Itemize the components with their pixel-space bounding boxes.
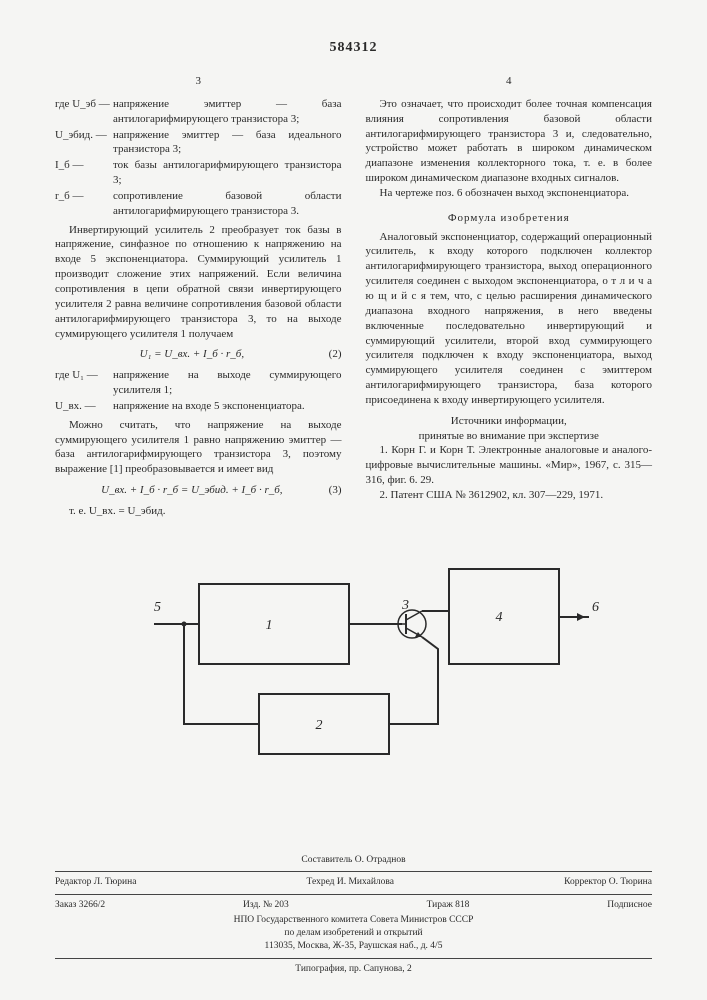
where-desc: сопротивление базовой области антилогари… — [113, 189, 342, 219]
svg-text:4: 4 — [495, 610, 502, 625]
footer-compiler: Составитель О. Отраднов — [55, 854, 652, 867]
where-symbol: где U₁ — — [55, 368, 113, 398]
right-column: 4 Это означает, что происходит более точ… — [366, 74, 653, 519]
equation-3: U_вх. + I_б · r_б = U_эбид. + I_б · r_б,… — [55, 483, 342, 498]
where-desc: напряжение на выходе суммирующего усилит… — [113, 368, 342, 398]
where-desc: напряжение на входе 5 экспоненциатора. — [113, 399, 342, 414]
col-num-left: 3 — [55, 74, 342, 89]
where-symbol: r_б — — [55, 189, 113, 219]
claim-text: Аналоговый экспоненциатор, содержащий оп… — [366, 230, 653, 408]
claims-title: Формула изобретения — [366, 211, 653, 226]
svg-text:3: 3 — [401, 598, 409, 613]
para-r1: Это означает, что происходит более точна… — [366, 97, 653, 186]
para-l3: т. е. U_вх. = U_эбид. — [55, 504, 342, 519]
col-num-right: 4 — [366, 74, 653, 89]
svg-text:2: 2 — [315, 718, 322, 733]
where-symbol: U_вх. — — [55, 399, 113, 414]
eq3-text: U_вх. + I_б · r_б = U_эбид. + I_б · r_б, — [101, 484, 282, 496]
sources-title: Источники информации, принятые во вниман… — [366, 414, 653, 444]
where-symbol: где U_эб — — [55, 97, 113, 127]
eq2-num: (2) — [329, 347, 342, 362]
left-column: 3 где U_эб —напряжение эмиттер — база ан… — [55, 74, 342, 519]
footer-addr: 113035, Москва, Ж-35, Раушская наб., д. … — [55, 940, 652, 953]
where-item: U_вх. —напряжение на входе 5 экспоненциа… — [55, 399, 342, 414]
where-desc: напряжение эмиттер — база антилогарифмир… — [113, 97, 342, 127]
source-1: 1. Корн Г. и Корн Т. Электронные аналого… — [366, 443, 653, 488]
footer-org2: по делам изобретений и открытий — [55, 927, 652, 940]
footer-order: Заказ 3266/2 — [55, 899, 105, 912]
para-l2: Можно считать, что напряжение на выходе … — [55, 418, 342, 477]
eq3-num: (3) — [329, 483, 342, 498]
footer-sub: Подписное — [607, 899, 652, 912]
footer-corrector: Корректор О. Тюрина — [564, 876, 652, 889]
diagram-svg: 1 2 4 3 5 6 — [144, 549, 604, 809]
eq2-text: U₁ = U_вх. + I_б · r_б, — [140, 348, 244, 360]
where-block-2: где U₁ —напряжение на выходе суммирующег… — [55, 368, 342, 414]
para-r2: На чертеже поз. 6 обозначен выход экспон… — [366, 186, 653, 201]
footer-editor: Редактор Л. Тюрина — [55, 876, 136, 889]
where-item: где U_эб —напряжение эмиттер — база анти… — [55, 97, 342, 127]
patent-number: 584312 — [55, 40, 652, 56]
footer-typo: Типография, пр. Сапунова, 2 — [55, 963, 652, 976]
where-symbol: I_б — — [55, 158, 113, 188]
footer: Составитель О. Отраднов Редактор Л. Тюри… — [55, 854, 652, 976]
where-symbol: U_эбид. — — [55, 128, 113, 158]
where-block-1: где U_эб —напряжение эмиттер — база анти… — [55, 97, 342, 219]
where-item: I_б —ток базы антилогарифмирующего транз… — [55, 158, 342, 188]
svg-text:5: 5 — [154, 600, 161, 615]
footer-tirazh: Тираж 818 — [427, 899, 470, 912]
source-2: 2. Патент США № 3612902, кл. 307—229, 19… — [366, 488, 653, 503]
para-l1: Инвертирующий усилитель 2 преобразует то… — [55, 223, 342, 342]
circuit-diagram: 124356 — [144, 549, 564, 809]
where-desc: напряжение эмиттер — база идеального тра… — [113, 128, 342, 158]
where-item: r_б —сопротивление базовой области антил… — [55, 189, 342, 219]
equation-2: U₁ = U_вх. + I_б · r_б, (2) — [55, 347, 342, 362]
footer-techred: Техред И. Михайлова — [307, 876, 394, 889]
footer-org1: НПО Государственного комитета Совета Мин… — [55, 914, 652, 927]
where-desc: ток базы антилогарифмирующего транзистор… — [113, 158, 342, 188]
svg-text:6: 6 — [592, 600, 599, 615]
footer-izd: Изд. № 203 — [243, 899, 289, 912]
text-columns: 3 где U_эб —напряжение эмиттер — база ан… — [55, 74, 652, 519]
svg-text:1: 1 — [265, 618, 272, 633]
where-item: U_эбид. —напряжение эмиттер — база идеал… — [55, 128, 342, 158]
where-item: где U₁ —напряжение на выходе суммирующег… — [55, 368, 342, 398]
